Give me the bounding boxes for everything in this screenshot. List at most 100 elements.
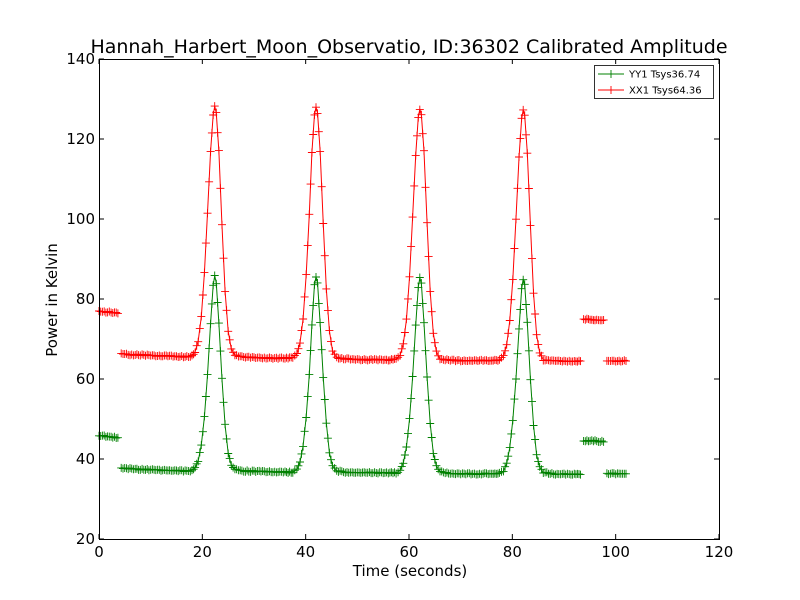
- data-point-marker: [404, 294, 412, 303]
- data-point-marker: [316, 318, 325, 327]
- data-point-marker: [394, 468, 403, 477]
- data-point-marker: [423, 373, 432, 381]
- data-point-marker: [198, 427, 207, 436]
- data-point-marker: [322, 419, 331, 428]
- series-markers: [95, 102, 630, 366]
- data-point-marker: [227, 461, 236, 470]
- data-point-marker: [399, 459, 408, 468]
- data-point-marker: [195, 324, 204, 333]
- data-point-marker: [307, 148, 316, 157]
- data-point-marker: [512, 375, 520, 383]
- data-point-marker: [212, 279, 221, 288]
- data-point-marker: [194, 457, 203, 466]
- data-point-marker: [512, 215, 520, 224]
- data-point-marker: [432, 347, 441, 356]
- data-point-marker: [313, 278, 322, 287]
- data-point-marker: [265, 353, 274, 362]
- data-point-marker: [306, 346, 315, 355]
- data-point-marker: [522, 300, 530, 309]
- data-point-marker: [402, 315, 411, 324]
- data-point-marker: [508, 416, 517, 425]
- data-point-marker: [534, 340, 543, 349]
- data-point-marker: [446, 356, 455, 365]
- data-point-marker: [515, 324, 523, 333]
- data-point-marker: [417, 110, 426, 119]
- x-tick-label: 100: [601, 543, 630, 561]
- data-point-marker: [201, 392, 210, 401]
- data-point-marker: [205, 177, 214, 186]
- data-point-marker: [411, 151, 420, 160]
- data-point-marker: [201, 239, 210, 248]
- data-point-marker: [325, 326, 334, 335]
- data-point-marker: [306, 180, 315, 189]
- data-point-marker: [322, 284, 331, 293]
- data-point-marker: [224, 449, 233, 458]
- data-point-marker: [399, 339, 408, 348]
- data-point-marker: [426, 419, 435, 428]
- data-point-marker: [430, 338, 439, 347]
- data-point-marker: [400, 328, 409, 337]
- x-tick-label: 60: [399, 543, 418, 561]
- data-point-marker: [200, 268, 209, 277]
- data-point-marker: [584, 315, 593, 324]
- data-point-marker: [309, 301, 318, 310]
- data-point-marker: [290, 351, 299, 360]
- x-tick-label: 120: [705, 543, 734, 561]
- data-point-marker: [442, 468, 451, 477]
- data-point-marker: [515, 153, 523, 161]
- data-point-marker: [210, 102, 219, 111]
- data-point-marker: [611, 470, 620, 479]
- data-point-marker: [292, 465, 301, 474]
- data-point-marker: [122, 349, 131, 358]
- data-point-marker: [222, 434, 231, 443]
- data-point-marker: [113, 433, 122, 442]
- data-point-marker: [504, 452, 513, 461]
- data-point-marker: [529, 421, 538, 430]
- x-axis: 0 20 40 60 80 100 120: [94, 59, 733, 561]
- data-point-marker: [415, 105, 424, 114]
- data-point-marker: [320, 395, 329, 404]
- data-point-marker: [606, 469, 615, 478]
- data-point-marker: [396, 466, 405, 475]
- x-tick-label: 40: [296, 543, 315, 561]
- data-point-marker: [497, 353, 506, 362]
- data-point-marker: [227, 344, 236, 353]
- data-point-marker: [523, 318, 532, 327]
- data-point-marker: [526, 221, 535, 230]
- data-point-marker: [210, 271, 219, 280]
- data-point-marker: [576, 470, 585, 479]
- y-tick-label: 100: [66, 210, 95, 228]
- data-point-marker: [100, 431, 109, 440]
- data-point-marker: [323, 306, 332, 315]
- data-point-marker: [327, 455, 335, 464]
- data-point-marker: [314, 127, 323, 136]
- data-point-marker: [408, 372, 417, 381]
- data-point-marker: [360, 355, 369, 364]
- data-point-marker: [495, 468, 504, 477]
- data-point-marker: [397, 344, 406, 353]
- data-point-marker: [232, 351, 241, 360]
- data-point-marker: [405, 414, 414, 423]
- data-point-marker: [167, 351, 176, 360]
- data-point-marker: [523, 149, 532, 158]
- data-point-marker: [529, 289, 538, 298]
- data-point-marker: [517, 284, 526, 293]
- data-point-marker: [296, 458, 304, 466]
- data-point-marker: [620, 356, 629, 365]
- data-point-marker: [542, 468, 551, 477]
- data-point-marker: [314, 299, 323, 308]
- data-point-marker: [105, 307, 114, 316]
- data-point-marker: [214, 146, 223, 155]
- data-point-marker: [502, 459, 511, 468]
- data-point-marker: [316, 147, 325, 156]
- data-point-marker: [221, 420, 230, 429]
- data-point-marker: [407, 394, 416, 403]
- data-point-marker: [296, 339, 304, 348]
- legend: YY1 Tsys36.74 XX1 Tsys64.36: [594, 65, 714, 99]
- data-point-marker: [434, 465, 443, 474]
- data-point-marker: [576, 357, 585, 366]
- data-point-marker: [418, 129, 427, 138]
- data-point-marker: [112, 308, 121, 317]
- x-tick-label: 80: [503, 543, 522, 561]
